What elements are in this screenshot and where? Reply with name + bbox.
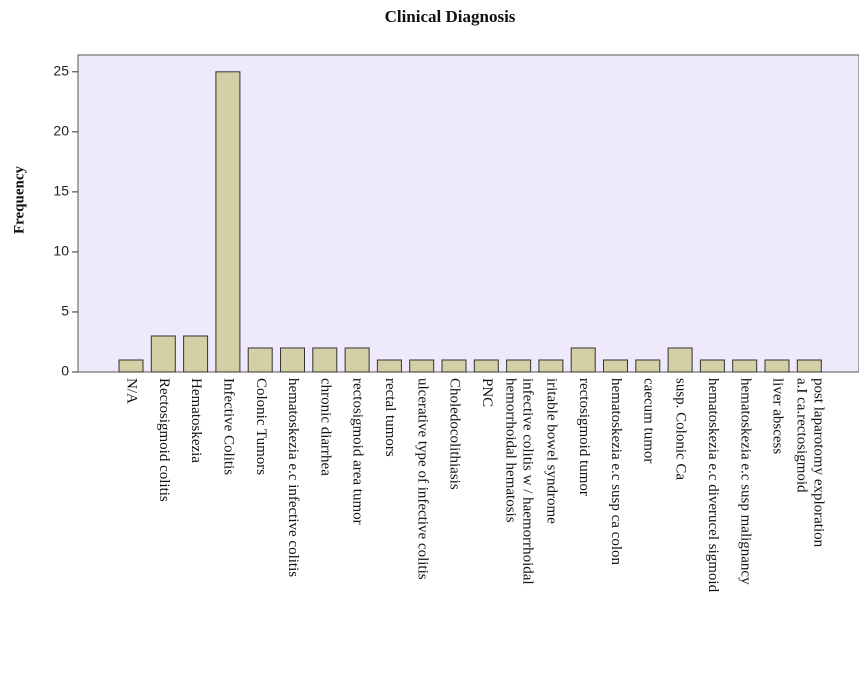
plot-area bbox=[77, 54, 859, 373]
y-tick-label: 10 bbox=[53, 243, 69, 259]
bar bbox=[506, 359, 532, 373]
bar bbox=[570, 347, 596, 373]
bar bbox=[473, 359, 499, 373]
y-tick-label: 25 bbox=[53, 63, 69, 79]
x-tick-label: hematoskezia e.c infective colitis bbox=[285, 378, 301, 577]
x-tick-label: rectosigmoid area tumor bbox=[350, 378, 366, 525]
bar bbox=[150, 335, 176, 373]
y-axis-label: Frequency bbox=[11, 165, 27, 234]
x-tick-label: liver abscess bbox=[770, 378, 786, 454]
chart-title: Clinical Diagnosis bbox=[385, 7, 516, 26]
bar bbox=[280, 347, 305, 373]
y-tick-label: 20 bbox=[53, 123, 69, 139]
x-tick-label: hematoskezia e.c susp malignancy bbox=[737, 378, 753, 585]
bar bbox=[376, 359, 402, 373]
x-tick-label: infective colitis w / haemorrhoidal bbox=[520, 378, 536, 585]
bar bbox=[344, 347, 370, 373]
bar bbox=[215, 71, 241, 373]
x-tick-label: PNC bbox=[479, 378, 495, 407]
bar bbox=[247, 347, 273, 373]
bar bbox=[183, 335, 209, 373]
x-tick-label: iritable bowel syndrome bbox=[543, 378, 559, 524]
x-tick-label: hematoskezia e.c susp ca colon bbox=[608, 378, 624, 566]
bar bbox=[732, 359, 758, 373]
x-tick-label: hemorrhoidal hematosis bbox=[503, 378, 519, 523]
x-tick-label: hematoskezia e.c diverucel sigmoid bbox=[705, 378, 721, 593]
bar bbox=[603, 359, 628, 373]
y-tick-label: 5 bbox=[61, 303, 69, 319]
x-tick-label: rectal tumors bbox=[382, 378, 398, 457]
bar bbox=[796, 359, 822, 373]
x-tick-label: Choledocolithiasis bbox=[447, 378, 463, 490]
bar bbox=[312, 347, 338, 373]
bar bbox=[667, 347, 693, 373]
x-tick-label: N/A bbox=[124, 378, 140, 404]
x-tick-label: Colonic Tumors bbox=[253, 378, 269, 475]
bar bbox=[409, 359, 435, 373]
x-tick-label: post laparotomy exploration bbox=[810, 378, 826, 548]
bar bbox=[538, 359, 564, 373]
bar bbox=[764, 359, 790, 373]
x-tick-label: ulcerative type of infective colitis bbox=[414, 378, 430, 580]
x-tick-label: a.I ca.rectosigmoid bbox=[793, 378, 809, 493]
x-tick-label: Hematoskezia bbox=[188, 378, 204, 463]
bar bbox=[441, 359, 467, 373]
x-tick-label: Infective Colitis bbox=[220, 378, 236, 475]
x-tick-label: susp. Colonic Ca bbox=[673, 378, 689, 480]
x-tick-label: Rectosigmoid colitis bbox=[156, 378, 172, 502]
y-tick-label: 15 bbox=[53, 183, 69, 199]
x-tick-label: rectosigmoid tumor bbox=[576, 378, 592, 496]
bar bbox=[635, 359, 661, 373]
x-tick-label: caecum tumor bbox=[640, 378, 656, 463]
y-tick-label: 0 bbox=[61, 363, 69, 379]
bar bbox=[699, 359, 725, 373]
x-tick-label: chronic diarrhea bbox=[317, 378, 333, 476]
bar bbox=[118, 359, 144, 373]
